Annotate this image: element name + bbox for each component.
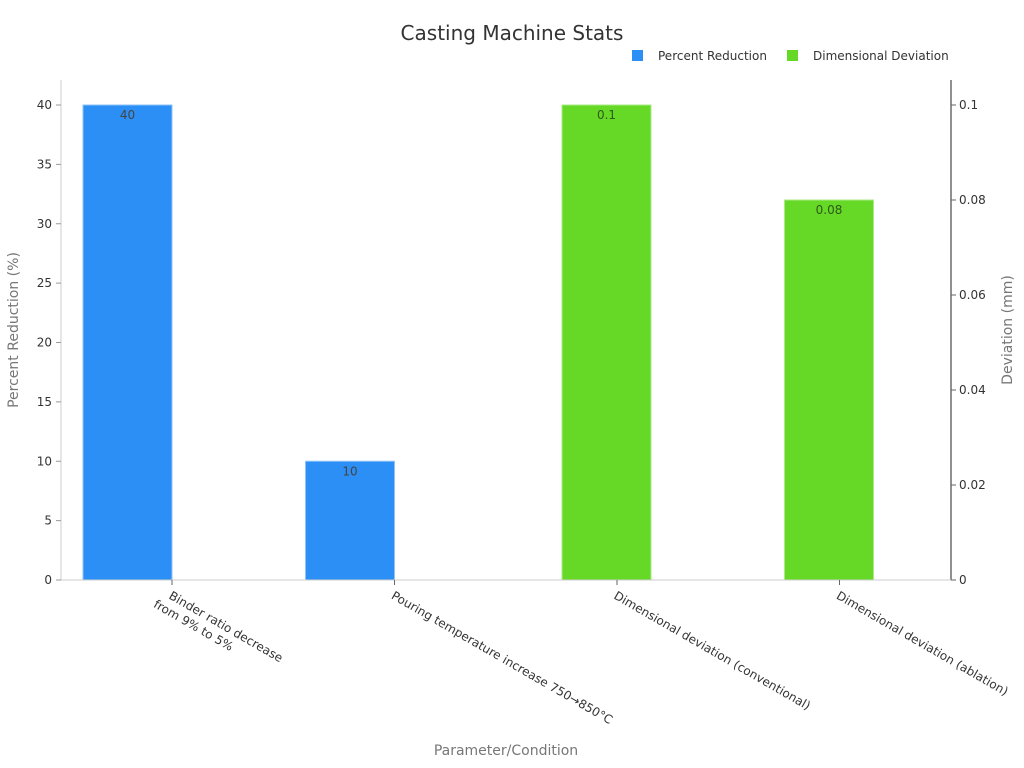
bar-percent-reduction[interactable] <box>305 460 395 581</box>
legend: Percent Reduction Dimensional Deviation <box>632 49 949 63</box>
svg-text:Dimensional deviation (ablatio: Dimensional deviation (ablation) <box>834 588 1011 698</box>
right-y-tick-label: 0.02 <box>959 478 986 492</box>
x-tick-label: Dimensional deviation (ablation) <box>834 588 1011 698</box>
left-y-axis: 0 5 10 15 20 25 30 35 40 <box>37 80 62 587</box>
bar-value-label: 0.1 <box>597 108 616 122</box>
bar-value-label: 40 <box>120 108 135 122</box>
chart-title: Casting Machine Stats <box>401 21 624 45</box>
bar-value-label: 0.08 <box>816 203 843 217</box>
legend-label[interactable]: Dimensional Deviation <box>813 49 949 63</box>
right-y-tick-label: 0.1 <box>959 98 978 112</box>
x-axis-title: Parameter/Condition <box>434 743 578 759</box>
left-y-axis-title: Percent Reduction (%) <box>6 252 22 408</box>
x-tick-label: Pouring temperature increase 750→850°C <box>389 588 615 727</box>
right-y-tick-label: 0 <box>959 573 967 587</box>
left-y-tick-label: 20 <box>37 336 52 350</box>
left-y-tick-label: 0 <box>44 573 52 587</box>
left-y-tick-label: 25 <box>37 276 52 290</box>
bar-dimensional-deviation[interactable] <box>784 199 874 581</box>
left-y-tick-label: 15 <box>37 395 52 409</box>
bars: 40 10 0.1 0.08 <box>82 104 874 581</box>
bar-dimensional-deviation[interactable] <box>561 104 652 581</box>
left-y-tick-label: 10 <box>37 454 52 468</box>
bar-value-label: 10 <box>342 464 357 478</box>
svg-text:Pouring temperature increase 7: Pouring temperature increase 750→850°C <box>389 588 615 727</box>
x-tick-label: Dimensional deviation (conventional) <box>612 588 813 712</box>
left-y-tick-label: 30 <box>37 217 52 231</box>
right-y-tick-label: 0.06 <box>959 288 986 302</box>
left-y-tick-label: 5 <box>44 514 52 528</box>
bar-percent-reduction[interactable] <box>82 104 173 581</box>
legend-swatch-percent-reduction[interactable] <box>632 50 643 61</box>
right-y-tick-label: 0.04 <box>959 383 986 397</box>
legend-swatch-dimensional-deviation[interactable] <box>787 50 798 61</box>
svg-text:Dimensional deviation (convent: Dimensional deviation (conventional) <box>612 588 813 712</box>
legend-label[interactable]: Percent Reduction <box>658 49 767 63</box>
right-y-tick-label: 0.08 <box>959 193 986 207</box>
right-y-axis: 0 0.02 0.04 0.06 0.08 0.1 <box>950 80 986 587</box>
left-y-tick-label: 35 <box>37 157 52 171</box>
left-y-tick-label: 40 <box>37 98 52 112</box>
right-y-axis-title: Deviation (mm) <box>1000 275 1016 385</box>
